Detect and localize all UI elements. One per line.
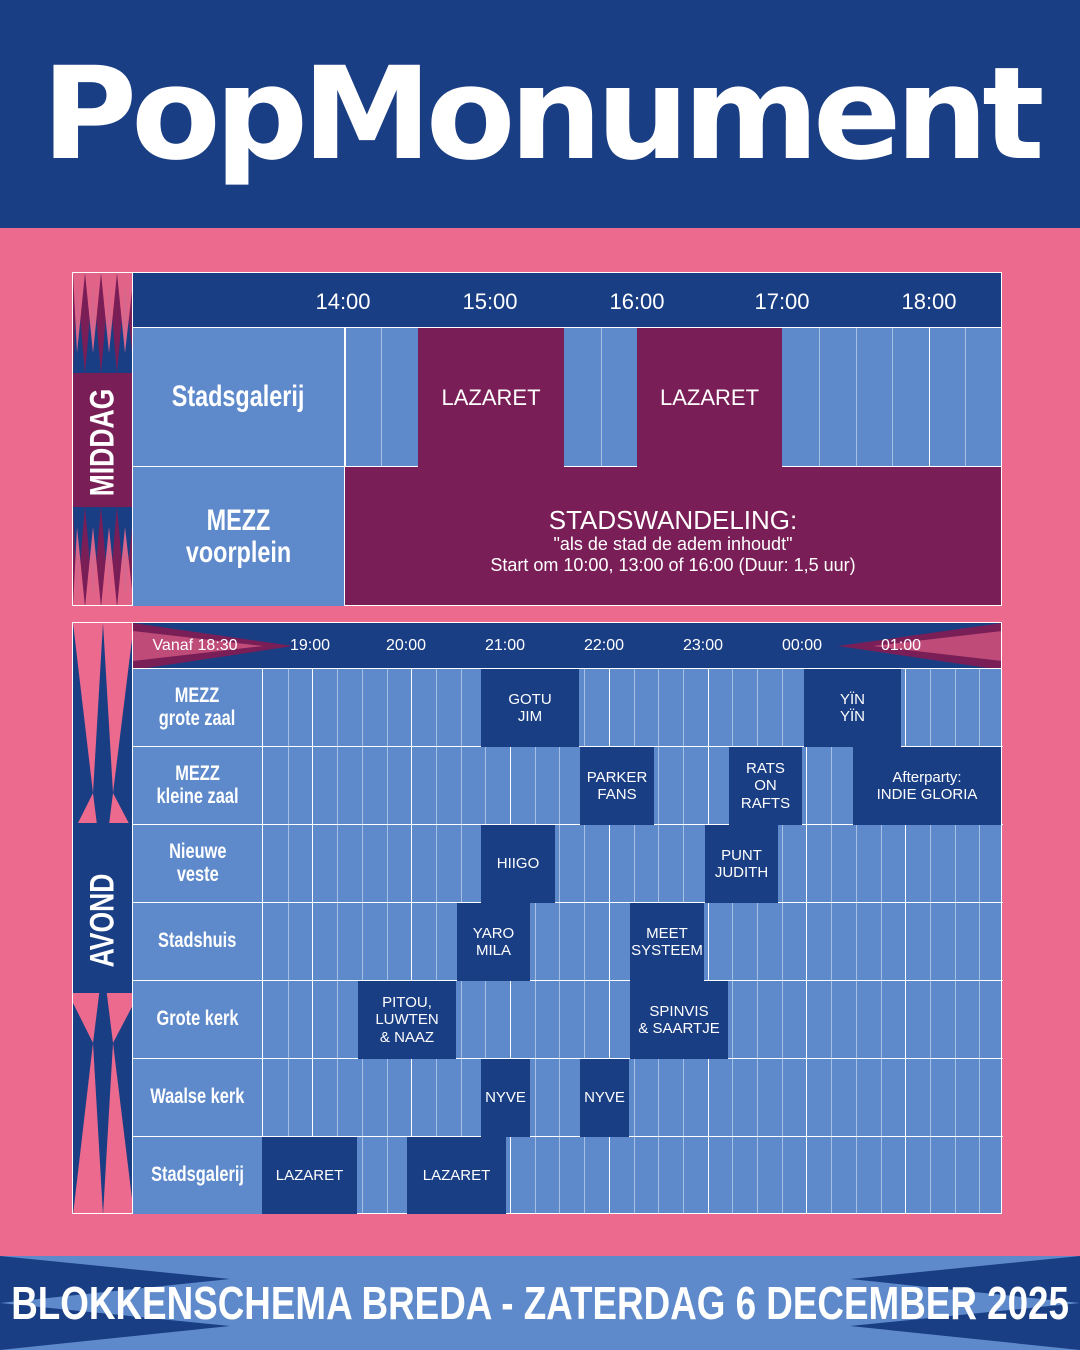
- schedule-block[interactable]: Afterparty: INDIE GLORIA: [853, 747, 1001, 825]
- avond-label: AVOND: [83, 873, 122, 968]
- grid-line: [288, 669, 289, 1214]
- header-banner: [0, 0, 1080, 228]
- schedule-block[interactable]: YÏN YÏN: [804, 669, 901, 747]
- schedule-block[interactable]: LAZARET: [637, 328, 782, 467]
- grid-line: [411, 669, 412, 1214]
- zigzag-decoration: [73, 623, 132, 1213]
- time-label: 17:00: [754, 289, 810, 314]
- venue-label: Stadsgalerij: [133, 328, 344, 467]
- grid-line: [905, 669, 906, 1214]
- schedule-block[interactable]: GOTU JIM: [481, 669, 579, 747]
- walk-detail: Start om 10:00, 13:00 of 16:00 (Duur: 1,…: [490, 555, 856, 575]
- grid-line: [436, 669, 437, 1214]
- footer-banner: [0, 1256, 1080, 1350]
- time-label: 16:00: [609, 289, 665, 314]
- grid-line: [979, 669, 980, 1214]
- schedule-block[interactable]: NYVE: [481, 1059, 530, 1137]
- time-label: 23:00: [682, 637, 724, 654]
- schedule-block[interactable]: HIIGO: [481, 825, 555, 903]
- brand-logo: PopMonument: [41, 40, 1045, 189]
- middag-label: MIDDAG: [83, 388, 122, 497]
- grid-line: [831, 669, 832, 1214]
- grid-line: [337, 669, 338, 1214]
- grid-row-line: [263, 902, 1003, 903]
- venue-label: Nieuwe veste: [133, 825, 262, 903]
- grid-line: [955, 669, 956, 1214]
- grid-row-line: [263, 1136, 1003, 1137]
- middag-time-header: 14:00 15:00 16:00 17:00 18:00: [133, 272, 1002, 328]
- footer-title: BLOKKENSCHEMA BREDA - ZATERDAG 6 DECEMBE…: [11, 1277, 1069, 1329]
- schedule-block[interactable]: SPINVIS & SAARTJE: [630, 981, 728, 1059]
- grid-line: [535, 669, 536, 1214]
- start-time-label: Vanaf 18:30: [152, 637, 238, 654]
- grid-line: [312, 669, 313, 1214]
- schedule-block[interactable]: LAZARET: [407, 1137, 506, 1214]
- grid-line: [757, 669, 758, 1214]
- schedule-block[interactable]: YARO MILA: [457, 903, 530, 981]
- time-label: 15:00: [462, 289, 518, 314]
- schedule-block[interactable]: MEET SYSTEEM: [630, 903, 704, 981]
- venue-label: Stadshuis: [133, 903, 262, 981]
- zigzag-decoration: [133, 623, 1001, 668]
- schedule-block[interactable]: PARKER FANS: [580, 747, 654, 825]
- grid-line: [609, 669, 610, 1214]
- grid-line: [362, 669, 363, 1214]
- middag-sidebar: MIDDAG: [72, 272, 133, 606]
- time-label: 14:00: [315, 289, 371, 314]
- zigzag-decoration: [0, 1256, 1080, 1350]
- venue-label: Waalse kerk: [133, 1059, 262, 1137]
- venue-label: MEZZ voorplein: [133, 467, 344, 606]
- grid-line: [881, 669, 882, 1214]
- schedule-block[interactable]: PUNT JUDITH: [705, 825, 778, 903]
- schedule-block[interactable]: NYVE: [580, 1059, 629, 1137]
- grid-line: [387, 669, 388, 1214]
- zigzag-decoration: [73, 273, 132, 605]
- time-label: 19:00: [289, 637, 331, 654]
- time-label: 01:00: [880, 637, 922, 654]
- schedule-block[interactable]: LAZARET: [262, 1137, 357, 1214]
- time-label: 21:00: [484, 637, 526, 654]
- grid-line: [782, 669, 783, 1214]
- avond-time-header: Vanaf 18:30 19:00 20:00 21:00 22:00 23:0…: [133, 622, 1002, 669]
- grid-line: [856, 669, 857, 1214]
- stadswandeling-block[interactable]: STADSWANDELING: "als de stad de adem inh…: [344, 467, 1002, 606]
- grid-line: [806, 669, 807, 1214]
- venue-label: MEZZ grote zaal: [133, 669, 262, 747]
- grid-line: [930, 669, 931, 1214]
- time-label: 22:00: [583, 637, 625, 654]
- grid-line: [584, 669, 585, 1214]
- venue-label: Stadsgalerij: [133, 1137, 262, 1214]
- schedule-block[interactable]: PITOU, LUWTEN & NAAZ: [358, 981, 456, 1059]
- time-label: 00:00: [781, 637, 823, 654]
- schedule-block[interactable]: LAZARET: [418, 328, 564, 467]
- walk-title: STADSWANDELING:: [548, 505, 798, 535]
- schedule-block[interactable]: RATS ON RAFTS: [729, 747, 802, 825]
- grid-row-line: [263, 746, 1003, 747]
- avond-sidebar: AVOND: [72, 622, 133, 1214]
- walk-subtitle: "als de stad de adem inhoudt": [553, 534, 793, 554]
- grid-line: [708, 669, 709, 1214]
- time-label: 20:00: [385, 637, 427, 654]
- venue-label: MEZZ kleine zaal: [133, 747, 262, 825]
- venue-label: Grote kerk: [133, 981, 262, 1059]
- grid-line: [732, 669, 733, 1214]
- grid-line: [559, 669, 560, 1214]
- time-label: 18:00: [901, 289, 957, 314]
